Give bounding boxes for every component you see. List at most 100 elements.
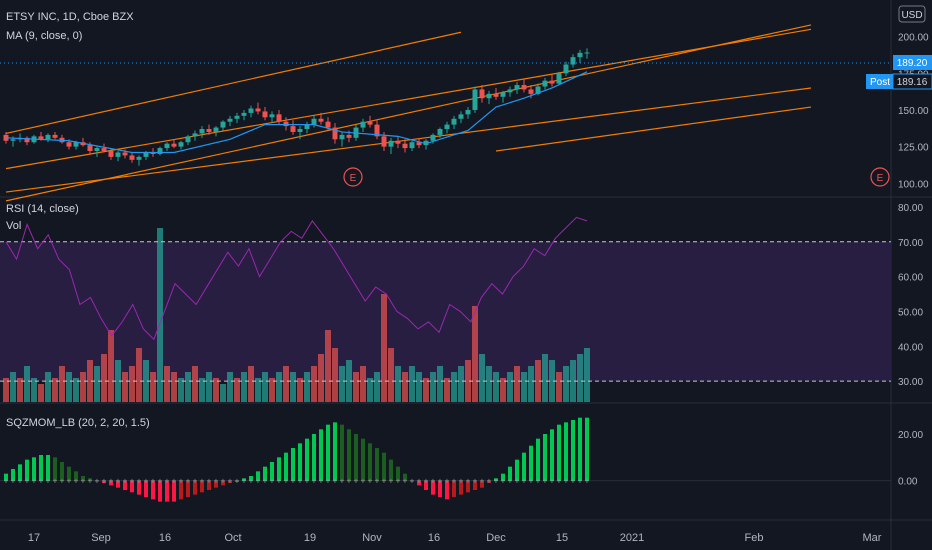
ma-legend: MA (9, close, 0): [6, 30, 82, 42]
candle: [234, 112, 240, 124]
squeeze-bar: [81, 476, 85, 481]
squeeze-axis[interactable]: 20.00 0.00: [898, 430, 923, 488]
candle: [108, 148, 114, 160]
squeeze-dot: +: [438, 477, 443, 486]
candle: [444, 121, 450, 134]
volume-bar: [255, 378, 261, 402]
squeeze-dot: +: [382, 477, 387, 486]
squeeze-momentum-pane: + + + + + + + + + + + + + + + + + + + + + + + + + + + + + + + + + + + + + + + +…: [0, 417, 923, 502]
squeeze-bar: [270, 462, 274, 481]
time-axis-tick: Sep: [91, 532, 111, 544]
squeeze-dot: +: [291, 477, 296, 486]
candle: [556, 71, 562, 86]
candle: [178, 140, 184, 150]
candle: [269, 111, 275, 124]
volume-bar: [115, 360, 121, 402]
trendline-2[interactable]: [5, 28, 812, 170]
volume-bar: [374, 372, 380, 402]
squeeze-bar: [179, 480, 183, 500]
candle: [409, 140, 415, 152]
squeeze-dot: +: [186, 477, 191, 486]
volume-bar: [87, 360, 93, 402]
rsi-axis[interactable]: 80.00 70.00 60.00 50.00 40.00 30.00: [898, 203, 923, 388]
squeeze-dot: +: [25, 477, 30, 486]
volume-bar: [416, 372, 422, 402]
volume-bar: [227, 372, 233, 402]
rsi-title: RSI (14, close): [6, 203, 79, 215]
squeeze-dot: +: [368, 477, 373, 486]
squeeze-dot: +: [137, 477, 142, 486]
candle: [500, 90, 506, 103]
volume-bar: [521, 372, 527, 402]
time-axis[interactable]: 17 Sep 16 Oct 19 Nov 16 Dec 15 2021 Feb Mar: [28, 532, 882, 544]
squeeze-dot: +: [165, 477, 170, 486]
post-price-value: 189.16: [897, 77, 928, 88]
candle: [542, 77, 548, 90]
ma-polyline: [5, 71, 588, 154]
volume-bar: [577, 354, 583, 402]
squeeze-dot: +: [263, 477, 268, 486]
squeeze-bar: [312, 434, 316, 481]
volume-bar: [234, 378, 240, 402]
candle: [94, 146, 100, 157]
squeeze-bar: [11, 469, 15, 481]
squeeze-bar: [375, 448, 379, 481]
squeeze-bar: [305, 438, 309, 481]
post-price-badge: Post 189.16: [866, 73, 932, 90]
rsi-axis-tick: 40.00: [898, 342, 923, 353]
squeeze-dot: +: [585, 477, 590, 486]
squeeze-dot: +: [235, 477, 240, 486]
trendline-1[interactable]: [5, 24, 812, 202]
earnings-marker-2[interactable]: E: [870, 167, 890, 187]
volume-bar: [395, 366, 401, 402]
volume-bar: [514, 366, 520, 402]
squeeze-dot: +: [277, 477, 282, 486]
candle: [255, 102, 261, 115]
squeeze-bar: [102, 480, 106, 483]
squeeze-bar: [123, 480, 127, 490]
squeeze-dot: +: [39, 477, 44, 486]
volume-bar: [563, 366, 569, 402]
volume-bar: [150, 372, 156, 402]
volume-bar: [325, 330, 331, 402]
post-label: Post: [870, 77, 890, 88]
candle: [164, 142, 170, 152]
squeeze-bar: [284, 452, 288, 481]
candle: [24, 136, 30, 146]
squeeze-dot: +: [256, 477, 261, 486]
volume-bar: [402, 372, 408, 402]
squeeze-bar: [186, 480, 190, 497]
squeeze-dot: +: [109, 477, 114, 486]
currency-badge[interactable]: USD: [898, 5, 926, 23]
squeeze-bar: [298, 443, 302, 481]
volume-bar: [549, 360, 555, 402]
volume-bar: [66, 372, 72, 402]
candle: [227, 115, 233, 127]
squeeze-bar: [193, 480, 197, 495]
squeeze-bar: [109, 480, 113, 486]
price-axis-tick: 100.00: [898, 179, 929, 190]
earnings-marker-1[interactable]: E: [343, 167, 363, 187]
squeeze-bar: [347, 429, 351, 481]
volume-bar: [486, 366, 492, 402]
volume-bar: [269, 378, 275, 402]
squeeze-bar: [550, 429, 554, 481]
volume-bar: [31, 378, 37, 402]
volume-bar: [143, 360, 149, 402]
time-axis-tick: 19: [304, 532, 316, 544]
volume-bar: [584, 348, 590, 402]
squeeze-bar: [571, 420, 575, 481]
candle: [241, 109, 247, 121]
candle: [472, 86, 478, 113]
squeeze-bar: [60, 462, 64, 481]
squeeze-dot: +: [578, 477, 583, 486]
candle: [402, 139, 408, 153]
squeeze-bar: [291, 448, 295, 481]
trendline-5[interactable]: [495, 106, 812, 152]
candle: [136, 155, 142, 166]
trendline-3[interactable]: [5, 31, 462, 135]
moving-average-line: [5, 71, 588, 154]
trendline-4[interactable]: [5, 87, 812, 193]
candle: [521, 79, 527, 93]
